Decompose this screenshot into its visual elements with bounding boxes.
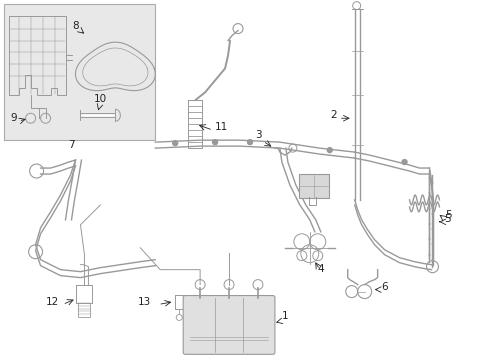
Text: 12: 12 bbox=[46, 297, 59, 306]
Text: 13: 13 bbox=[138, 297, 151, 306]
Text: 7: 7 bbox=[69, 140, 75, 150]
Text: 2: 2 bbox=[330, 110, 336, 120]
Circle shape bbox=[213, 140, 218, 145]
Text: 4: 4 bbox=[318, 264, 324, 274]
Circle shape bbox=[172, 141, 178, 146]
FancyBboxPatch shape bbox=[299, 174, 329, 198]
Text: 6: 6 bbox=[382, 282, 388, 292]
Circle shape bbox=[402, 159, 407, 165]
Circle shape bbox=[247, 140, 252, 145]
Text: 10: 10 bbox=[94, 94, 106, 104]
Text: 9: 9 bbox=[11, 113, 17, 123]
Text: 1: 1 bbox=[282, 311, 289, 321]
FancyBboxPatch shape bbox=[183, 296, 275, 354]
Text: 5: 5 bbox=[445, 210, 452, 220]
Bar bbox=[4, 4, 155, 140]
Text: 5: 5 bbox=[444, 214, 451, 224]
Text: 8: 8 bbox=[73, 21, 79, 31]
Text: 11: 11 bbox=[215, 122, 228, 132]
Text: 3: 3 bbox=[255, 130, 262, 140]
Circle shape bbox=[327, 148, 332, 153]
